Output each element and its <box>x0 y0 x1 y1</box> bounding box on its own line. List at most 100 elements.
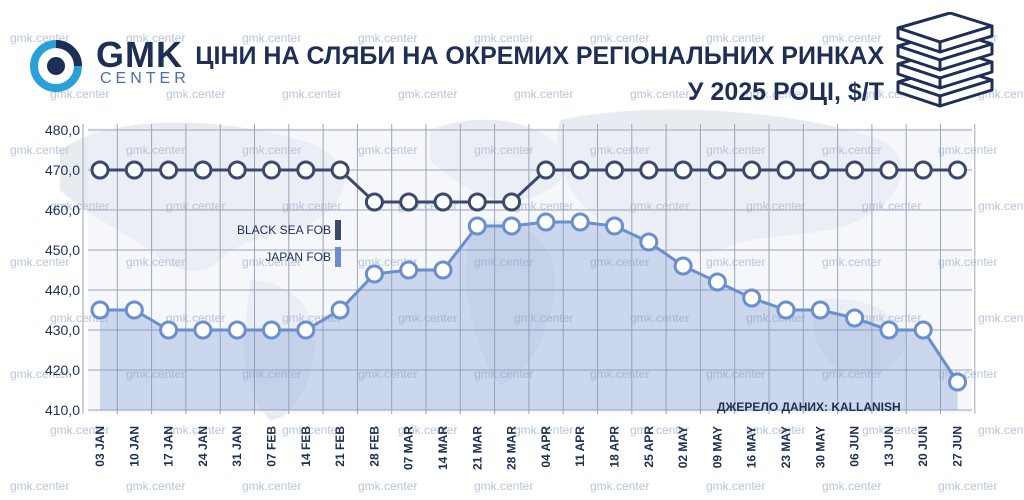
x-tick-label: 04 APR <box>539 426 553 468</box>
data-point-japan <box>707 272 727 292</box>
watermark-text: gmk.center <box>706 31 765 45</box>
x-tick-label: 21 FEB <box>333 426 347 467</box>
logo-text: GMK <box>96 34 183 75</box>
y-tick-label: 430,0 <box>45 322 80 338</box>
watermark-text: gmk.center <box>282 199 341 213</box>
data-point-japan <box>810 300 830 320</box>
watermark-text: gmk.center <box>398 311 457 325</box>
data-point-japan <box>948 372 967 392</box>
watermark-text: gmk.center <box>978 311 1024 325</box>
x-tick-label: 31 JAN <box>230 426 244 467</box>
watermark-text: gmk.center <box>706 255 765 269</box>
watermark-text: gmk.center <box>514 199 573 213</box>
watermark-text: gmk.center <box>126 31 185 45</box>
watermark-text: gmk.center <box>242 143 301 157</box>
data-source: ДЖЕРЕЛО ДАНИХ: KALLANISH <box>717 400 901 414</box>
data-point-japan <box>570 212 590 232</box>
x-tick-label: 03 JAN <box>93 426 107 467</box>
watermark-text: gmk.center <box>10 367 69 381</box>
x-tick-label: 18 APR <box>608 426 622 468</box>
data-point-black-sea <box>502 192 522 212</box>
data-point-black-sea <box>810 160 830 180</box>
data-point-japan <box>639 232 659 252</box>
japan-area-fill <box>100 222 958 410</box>
watermark-text: gmk.center <box>474 31 533 45</box>
data-point-black-sea <box>639 160 659 180</box>
x-tick-label: 02 MAY <box>676 426 690 468</box>
watermark-text: gmk.center <box>166 87 225 101</box>
watermark-text: gmk.center <box>862 423 921 437</box>
legend-label-black-sea: BLACK SEA FOB <box>236 223 331 237</box>
watermark-text: gmk.center <box>514 423 573 437</box>
data-point-japan <box>673 256 693 276</box>
x-tick-label: 28 FEB <box>367 426 381 467</box>
legend-label-japan: JAPAN FOB <box>265 250 331 264</box>
x-tick-label: 07 FEB <box>265 426 279 467</box>
data-point-black-sea <box>159 160 179 180</box>
watermark-text: gmk.center <box>822 31 881 45</box>
chart-title: ЦІНИ НА СЛЯБИ НА ОКРЕМИХ РЕГІОНАЛЬНИХ РИ… <box>195 38 884 110</box>
data-point-black-sea <box>330 160 350 180</box>
x-tick-label: 13 JUN <box>882 426 896 467</box>
data-point-black-sea <box>262 160 281 180</box>
data-point-black-sea <box>707 160 727 180</box>
data-point-japan <box>845 308 865 328</box>
watermark-text: gmk.center <box>126 255 185 269</box>
data-point-black-sea <box>90 160 110 180</box>
y-tick-label: 450,0 <box>45 242 80 258</box>
x-axis-ticks: 03 JAN 10 JAN 17 JAN 24 JAN 31 JAN 07 FEB 14 F… <box>93 426 965 470</box>
watermark-text: gmk.center <box>10 143 69 157</box>
watermark-text: gmk.center <box>242 31 301 45</box>
watermark-text: gmk.center <box>590 31 649 45</box>
watermark-text: gmk.center <box>50 423 109 437</box>
data-point-black-sea <box>296 160 316 180</box>
legend-swatch-black-sea <box>335 220 341 240</box>
data-point-black-sea <box>467 192 487 212</box>
gmk-logo-icon <box>30 40 82 92</box>
gmk-logo: GMK CENTER <box>30 34 370 96</box>
y-tick-label: 460,0 <box>45 202 80 218</box>
watermark-text: gmk.center <box>242 479 301 493</box>
watermark-text: gmk.center <box>126 143 185 157</box>
data-point-black-sea <box>845 160 865 180</box>
data-point-japan <box>90 300 110 320</box>
watermark-text: gmk.center <box>746 87 805 101</box>
watermark-text: gmk.center <box>590 479 649 493</box>
data-point-japan <box>467 216 487 236</box>
legend-swatch-japan <box>335 247 341 267</box>
x-tick-label: 23 MAY <box>779 426 793 468</box>
watermark-text: gmk.center <box>474 255 533 269</box>
watermark-text: gmk.center <box>166 423 225 437</box>
data-point-black-sea <box>399 192 419 212</box>
watermark-text: gmk.center <box>126 479 185 493</box>
data-point-japan <box>433 260 453 280</box>
data-point-japan <box>605 216 624 236</box>
x-tick-label: 17 JAN <box>162 426 176 467</box>
data-point-black-sea <box>536 160 556 180</box>
data-point-black-sea <box>124 160 144 180</box>
y-axis-ticks: 480,0 470,0 460,0 450,0 440,0 430,0 420,0 410,0 <box>45 122 80 418</box>
watermark-text: gmk.center <box>978 423 1024 437</box>
data-point-japan <box>227 320 247 340</box>
x-tick-label: 06 JUN <box>848 426 862 467</box>
x-tick-label: 20 JUN <box>916 426 930 467</box>
watermark-text: gmk.center <box>358 479 417 493</box>
x-tick-label: 14 FEB <box>299 426 313 467</box>
x-tick-label: 16 MAY <box>745 426 759 468</box>
watermark-text: gmk.center <box>938 479 997 493</box>
data-point-japan <box>159 320 179 340</box>
watermark-text: gmk.center <box>746 423 805 437</box>
watermark-text: gmk.center <box>630 199 689 213</box>
watermark-text: gmk.center <box>630 423 689 437</box>
watermark-text: gmk.center <box>862 199 921 213</box>
x-tick-label: 28 MAR <box>505 426 519 470</box>
watermark-text: gmk.center <box>242 255 301 269</box>
x-tick-label: 30 MAY <box>813 426 827 468</box>
data-point-black-sea <box>879 160 899 180</box>
watermark-text: gmk.center <box>166 199 225 213</box>
data-point-japan <box>913 320 933 340</box>
x-tick-label: 21 MAR <box>470 426 484 470</box>
watermark-text: gmk.center <box>10 479 69 493</box>
data-point-japan <box>262 320 281 340</box>
watermark-text: gmk.center <box>822 255 881 269</box>
